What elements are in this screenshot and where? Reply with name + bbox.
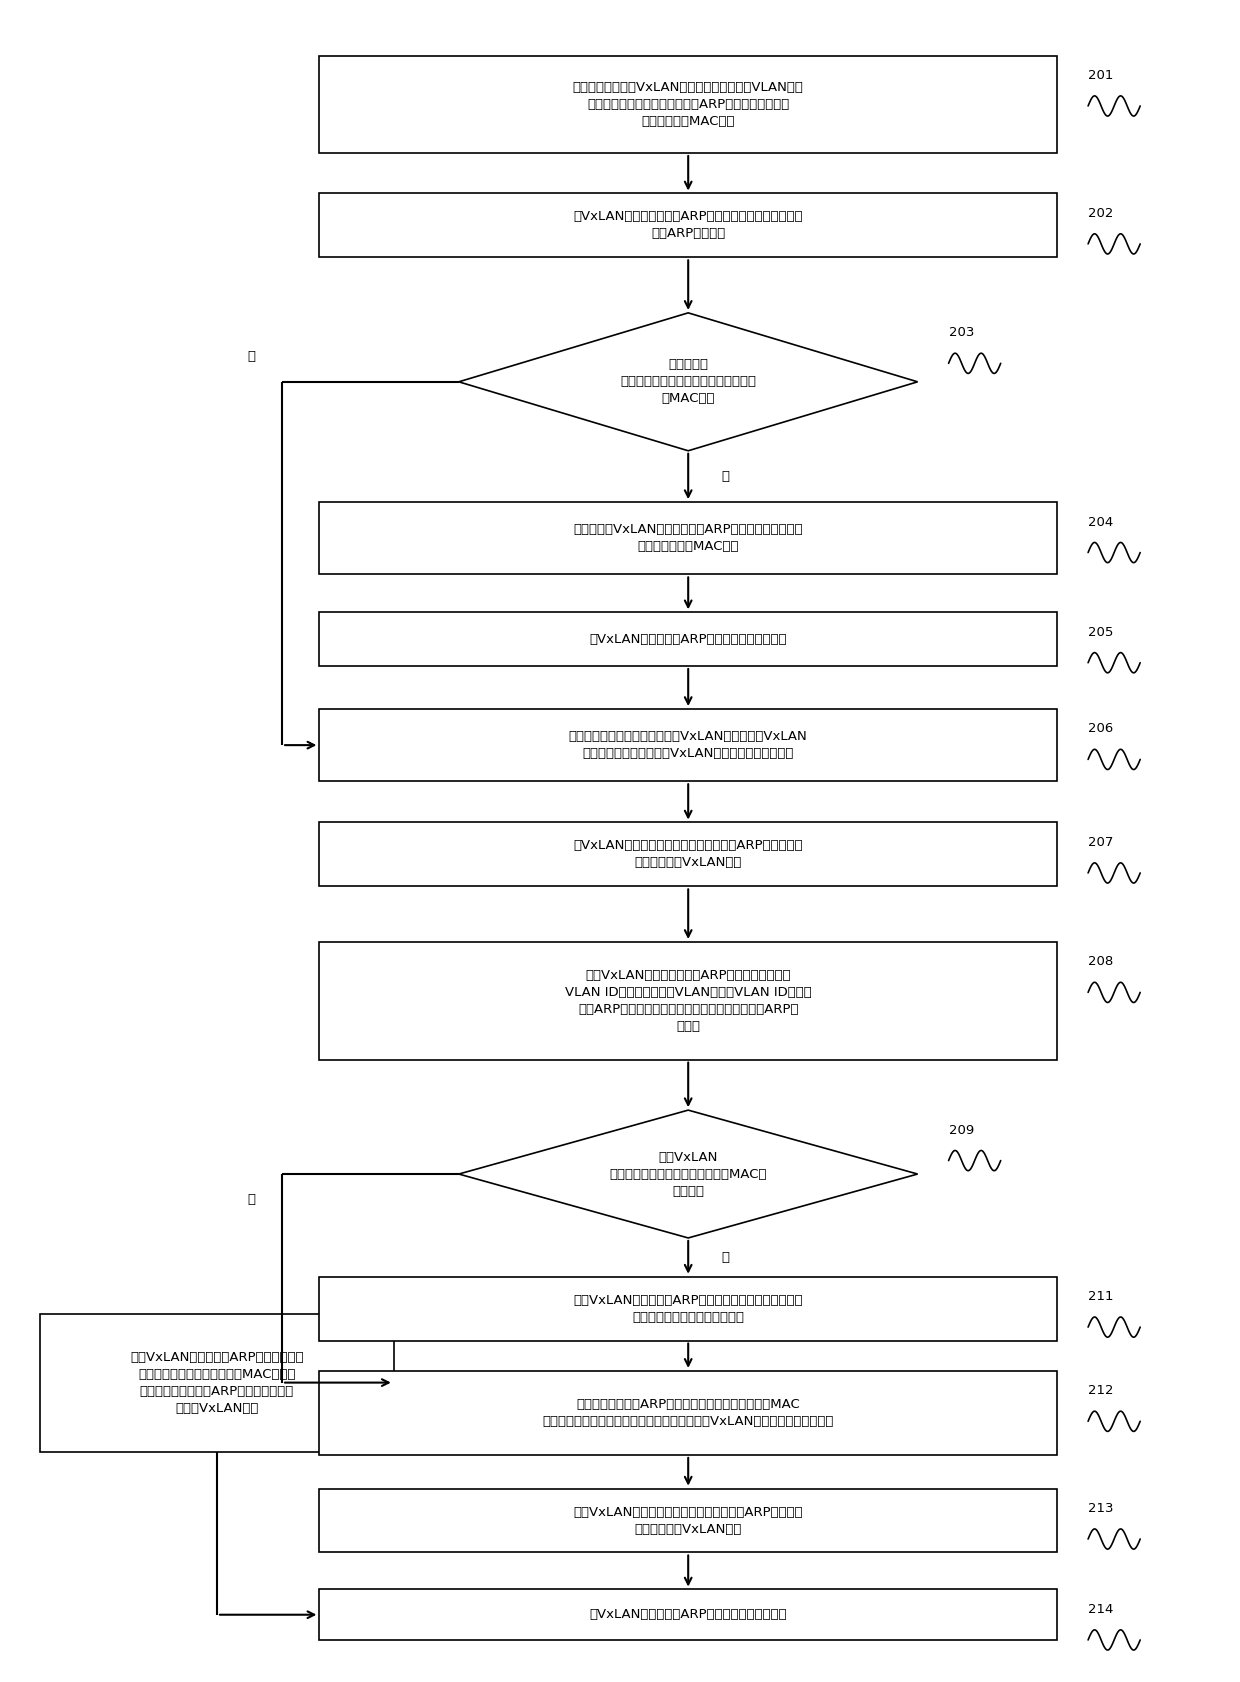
Text: 源VxLAN网关根据第一指示消息，将第一ARP请求消息单
播发送给其它VxLAN网关: 源VxLAN网关根据第一指示消息，将第一ARP请求消息单 播发送给其它VxLAN… [573, 839, 804, 870]
Text: 214: 214 [1089, 1603, 1114, 1616]
Text: 源主机与位于同一VxLAN的同一互通域的不同VLAN中的
第一目标主机通信时，发送第一ARP请求消息以查询第
一目标主机的MAC地址: 源主机与位于同一VxLAN的同一互通域的不同VLAN中的 第一目标主机通信时，发… [573, 81, 804, 128]
Text: 源VxLAN网关接收到第一ARP请求消息后，向控制器上报
第一ARP请求消息: 源VxLAN网关接收到第一ARP请求消息后，向控制器上报 第一ARP请求消息 [573, 210, 804, 241]
Text: 212: 212 [1089, 1384, 1114, 1398]
Text: 是: 是 [247, 1193, 255, 1206]
Text: 205: 205 [1089, 626, 1114, 639]
FancyBboxPatch shape [320, 193, 1058, 257]
Text: 控制器查询
地址解析表中是否存储有第一目标主机
的MAC地址: 控制器查询 地址解析表中是否存储有第一目标主机 的MAC地址 [620, 358, 756, 405]
Polygon shape [459, 1110, 918, 1238]
FancyBboxPatch shape [320, 501, 1058, 574]
Text: 201: 201 [1089, 69, 1114, 82]
Text: 是: 是 [722, 469, 729, 483]
Text: 目标VxLAN网关根据第二指示消息，将第二ARP应答消息
单播发送给源VxLAN网关: 目标VxLAN网关根据第二指示消息，将第二ARP应答消息 单播发送给源VxLAN… [573, 1505, 804, 1536]
Text: 否: 否 [247, 350, 255, 363]
Text: 目标VxLAN网关将第二ARP应答消息上报给控制器，同时
向控制器同时发送转发规则请求: 目标VxLAN网关将第二ARP应答消息上报给控制器，同时 向控制器同时发送转发规… [573, 1293, 804, 1324]
FancyBboxPatch shape [320, 1277, 1058, 1341]
FancyBboxPatch shape [320, 612, 1058, 666]
Text: 否: 否 [722, 1251, 729, 1263]
Text: 源VxLAN网关将第一ARP应答消息发送给源主机: 源VxLAN网关将第一ARP应答消息发送给源主机 [589, 632, 787, 646]
FancyBboxPatch shape [320, 1371, 1058, 1455]
Text: 207: 207 [1089, 836, 1114, 849]
FancyBboxPatch shape [320, 1489, 1058, 1552]
Text: 211: 211 [1089, 1290, 1114, 1304]
Text: 202: 202 [1089, 207, 1114, 220]
Text: 203: 203 [949, 326, 973, 340]
Text: 控制器根据该第二ARP应答消息学习第一目标主机的MAC
地址；以及响应于接收到转发规则请求，向目标VxLAN网关发送第二指示消息: 控制器根据该第二ARP应答消息学习第一目标主机的MAC 地址；以及响应于接收到转… [543, 1398, 833, 1428]
Text: 204: 204 [1089, 515, 1114, 528]
Text: 目标VxLAN网关将第二ARP应答消息上报
给控制器；根据匹配源主机的MAC地址的
转发流表项，将第二ARP应答消息单播发
送给源VxLAN网关: 目标VxLAN网关将第二ARP应答消息上报 给控制器；根据匹配源主机的MAC地址… [130, 1351, 304, 1415]
Text: 208: 208 [1089, 955, 1114, 969]
FancyBboxPatch shape [320, 942, 1058, 1060]
Text: 213: 213 [1089, 1502, 1114, 1515]
FancyBboxPatch shape [320, 708, 1058, 780]
Text: 控制器获取上述互通域中中除源VxLAN网关外其它VxLAN
网关的地址信息，并向源VxLAN网关发送第一指示消息: 控制器获取上述互通域中中除源VxLAN网关外其它VxLAN 网关的地址信息，并向… [569, 730, 807, 760]
FancyBboxPatch shape [320, 822, 1058, 886]
Text: 其它VxLAN网关分别将第一ARP请求消息中的第一
VLAN ID更换为所在第二VLAN的第二VLAN ID，得到
第二ARP请求消息并向所播范围内的主机广播第: 其它VxLAN网关分别将第一ARP请求消息中的第一 VLAN ID更换为所在第二… [565, 969, 811, 1033]
Text: 206: 206 [1089, 723, 1114, 735]
Text: 209: 209 [949, 1124, 973, 1137]
Text: 目标VxLAN
网关查询是否查询到匹配源主机的MAC地
址的流表: 目标VxLAN 网关查询是否查询到匹配源主机的MAC地 址的流表 [609, 1150, 768, 1198]
Polygon shape [459, 313, 918, 451]
FancyBboxPatch shape [320, 56, 1058, 153]
Text: 控制器向源VxLAN网关返回第一ARP应答消息，其中包括
第一目标主机的MAC地址: 控制器向源VxLAN网关返回第一ARP应答消息，其中包括 第一目标主机的MAC地… [573, 523, 804, 553]
FancyBboxPatch shape [320, 1589, 1058, 1640]
FancyBboxPatch shape [40, 1314, 394, 1452]
Text: 源VxLAN网关将第二ARP应答消息转发给源主机: 源VxLAN网关将第二ARP应答消息转发给源主机 [589, 1608, 787, 1621]
